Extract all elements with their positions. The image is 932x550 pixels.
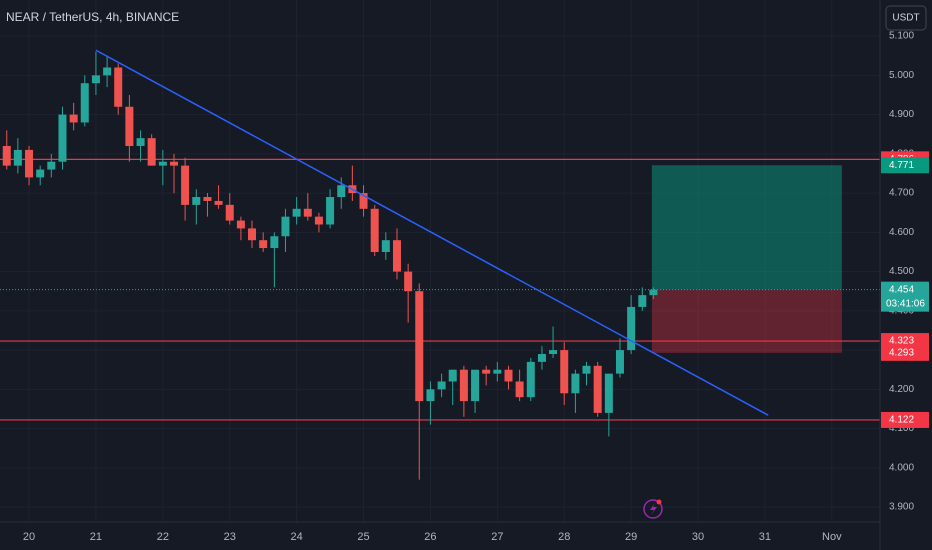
x-tick-label: 23	[224, 531, 236, 543]
candle-body	[236, 220, 245, 229]
price-label: 4.771	[889, 160, 914, 171]
price-label: 4.293	[889, 347, 914, 358]
price-label-box	[881, 157, 929, 174]
candle-body	[69, 114, 78, 123]
x-tick-label: 26	[424, 531, 436, 543]
x-tick-label: 27	[491, 531, 503, 543]
y-tick-label: 5.100	[889, 31, 914, 42]
y-tick-label: 4.100	[889, 423, 914, 434]
candle-body	[47, 161, 56, 170]
y-tick-label: 4.200	[889, 384, 914, 395]
candle-body	[627, 306, 636, 351]
candle-body	[225, 204, 234, 221]
currency-button[interactable]	[885, 5, 927, 31]
x-tick-label: 28	[558, 531, 570, 543]
candle-body	[136, 138, 145, 147]
candle-body	[448, 369, 457, 382]
candle-body	[203, 197, 212, 201]
candle-body	[604, 373, 613, 413]
candle-body	[526, 361, 535, 398]
candle-body	[170, 161, 179, 166]
candle-body	[370, 208, 379, 252]
price-label: 4.323	[889, 336, 914, 347]
candle-body	[582, 365, 591, 374]
alert-icon[interactable]	[643, 499, 663, 519]
candle-body	[404, 271, 413, 292]
candle-body	[415, 291, 424, 402]
candle-body	[181, 165, 190, 205]
candle-body	[337, 185, 346, 198]
last-price-label: 4.454	[889, 284, 914, 295]
candle-body	[91, 75, 100, 84]
x-tick-label: 25	[357, 531, 369, 543]
candle-body	[292, 208, 301, 217]
price-label-box	[881, 411, 929, 428]
price-label-box	[881, 344, 929, 361]
candle-body	[593, 365, 602, 413]
candle-body	[649, 289, 658, 296]
x-tick-label: 31	[759, 531, 771, 543]
candle-body	[437, 381, 446, 390]
x-tick-label: 24	[291, 531, 303, 543]
last-price-box	[881, 281, 929, 312]
candle-body	[381, 240, 390, 252]
candle-body	[537, 354, 546, 362]
candle-body	[459, 369, 468, 402]
candle-body	[259, 240, 268, 249]
candle-body	[36, 169, 45, 178]
candle-body	[515, 381, 524, 398]
stop-zone	[651, 289, 842, 353]
y-tick-label: 5.000	[889, 70, 914, 81]
candle-body	[549, 350, 558, 355]
x-tick-label: 21	[90, 531, 102, 543]
candle-body	[192, 197, 201, 205]
candle-body	[359, 193, 368, 209]
candle-body	[392, 240, 401, 272]
candle-body	[13, 149, 22, 166]
candle-body	[471, 369, 480, 402]
candle-body	[615, 350, 624, 374]
candle-body	[158, 161, 167, 166]
x-tick-label: 30	[692, 531, 704, 543]
candle-body	[147, 138, 156, 166]
candle-body	[270, 236, 279, 249]
target-zone	[651, 165, 842, 290]
candle-body	[571, 373, 580, 394]
candle-body	[58, 114, 67, 162]
x-tick-label: Nov	[822, 531, 842, 543]
x-tick-label: 20	[23, 531, 35, 543]
candle-body	[25, 149, 34, 178]
candle-body	[80, 83, 89, 123]
trendline	[95, 49, 769, 416]
candle-body	[493, 369, 502, 374]
candle-body	[214, 200, 223, 205]
candle-body	[125, 106, 134, 147]
y-tick-label: 4.900	[889, 109, 914, 120]
y-tick-label: 3.900	[889, 502, 914, 513]
candle-body	[326, 197, 335, 225]
candle-body	[281, 216, 290, 237]
y-tick-label: 4.700	[889, 188, 914, 199]
candle-body	[2, 146, 11, 166]
x-tick-label: 22	[157, 531, 169, 543]
candle-body	[504, 369, 513, 382]
candle-body	[638, 295, 647, 307]
x-tick-label: 29	[625, 531, 637, 543]
candle-body	[248, 228, 257, 241]
candle-body	[114, 67, 123, 107]
candle-body	[426, 389, 435, 402]
price-label: 4.122	[889, 415, 914, 426]
candle-body	[482, 369, 491, 374]
candle-body	[560, 350, 569, 394]
countdown: 03:41:06	[886, 298, 925, 309]
y-tick-label: 4.000	[889, 462, 914, 473]
y-tick-label: 4.500	[889, 266, 914, 277]
candle-body	[303, 208, 312, 217]
y-tick-label: 4.600	[889, 227, 914, 238]
currency-label[interactable]: USDT	[892, 13, 919, 24]
candle-body	[314, 216, 323, 225]
candle-body	[103, 67, 112, 76]
chart-title: NEAR / TetherUS, 4h, BINANCE	[6, 10, 179, 24]
